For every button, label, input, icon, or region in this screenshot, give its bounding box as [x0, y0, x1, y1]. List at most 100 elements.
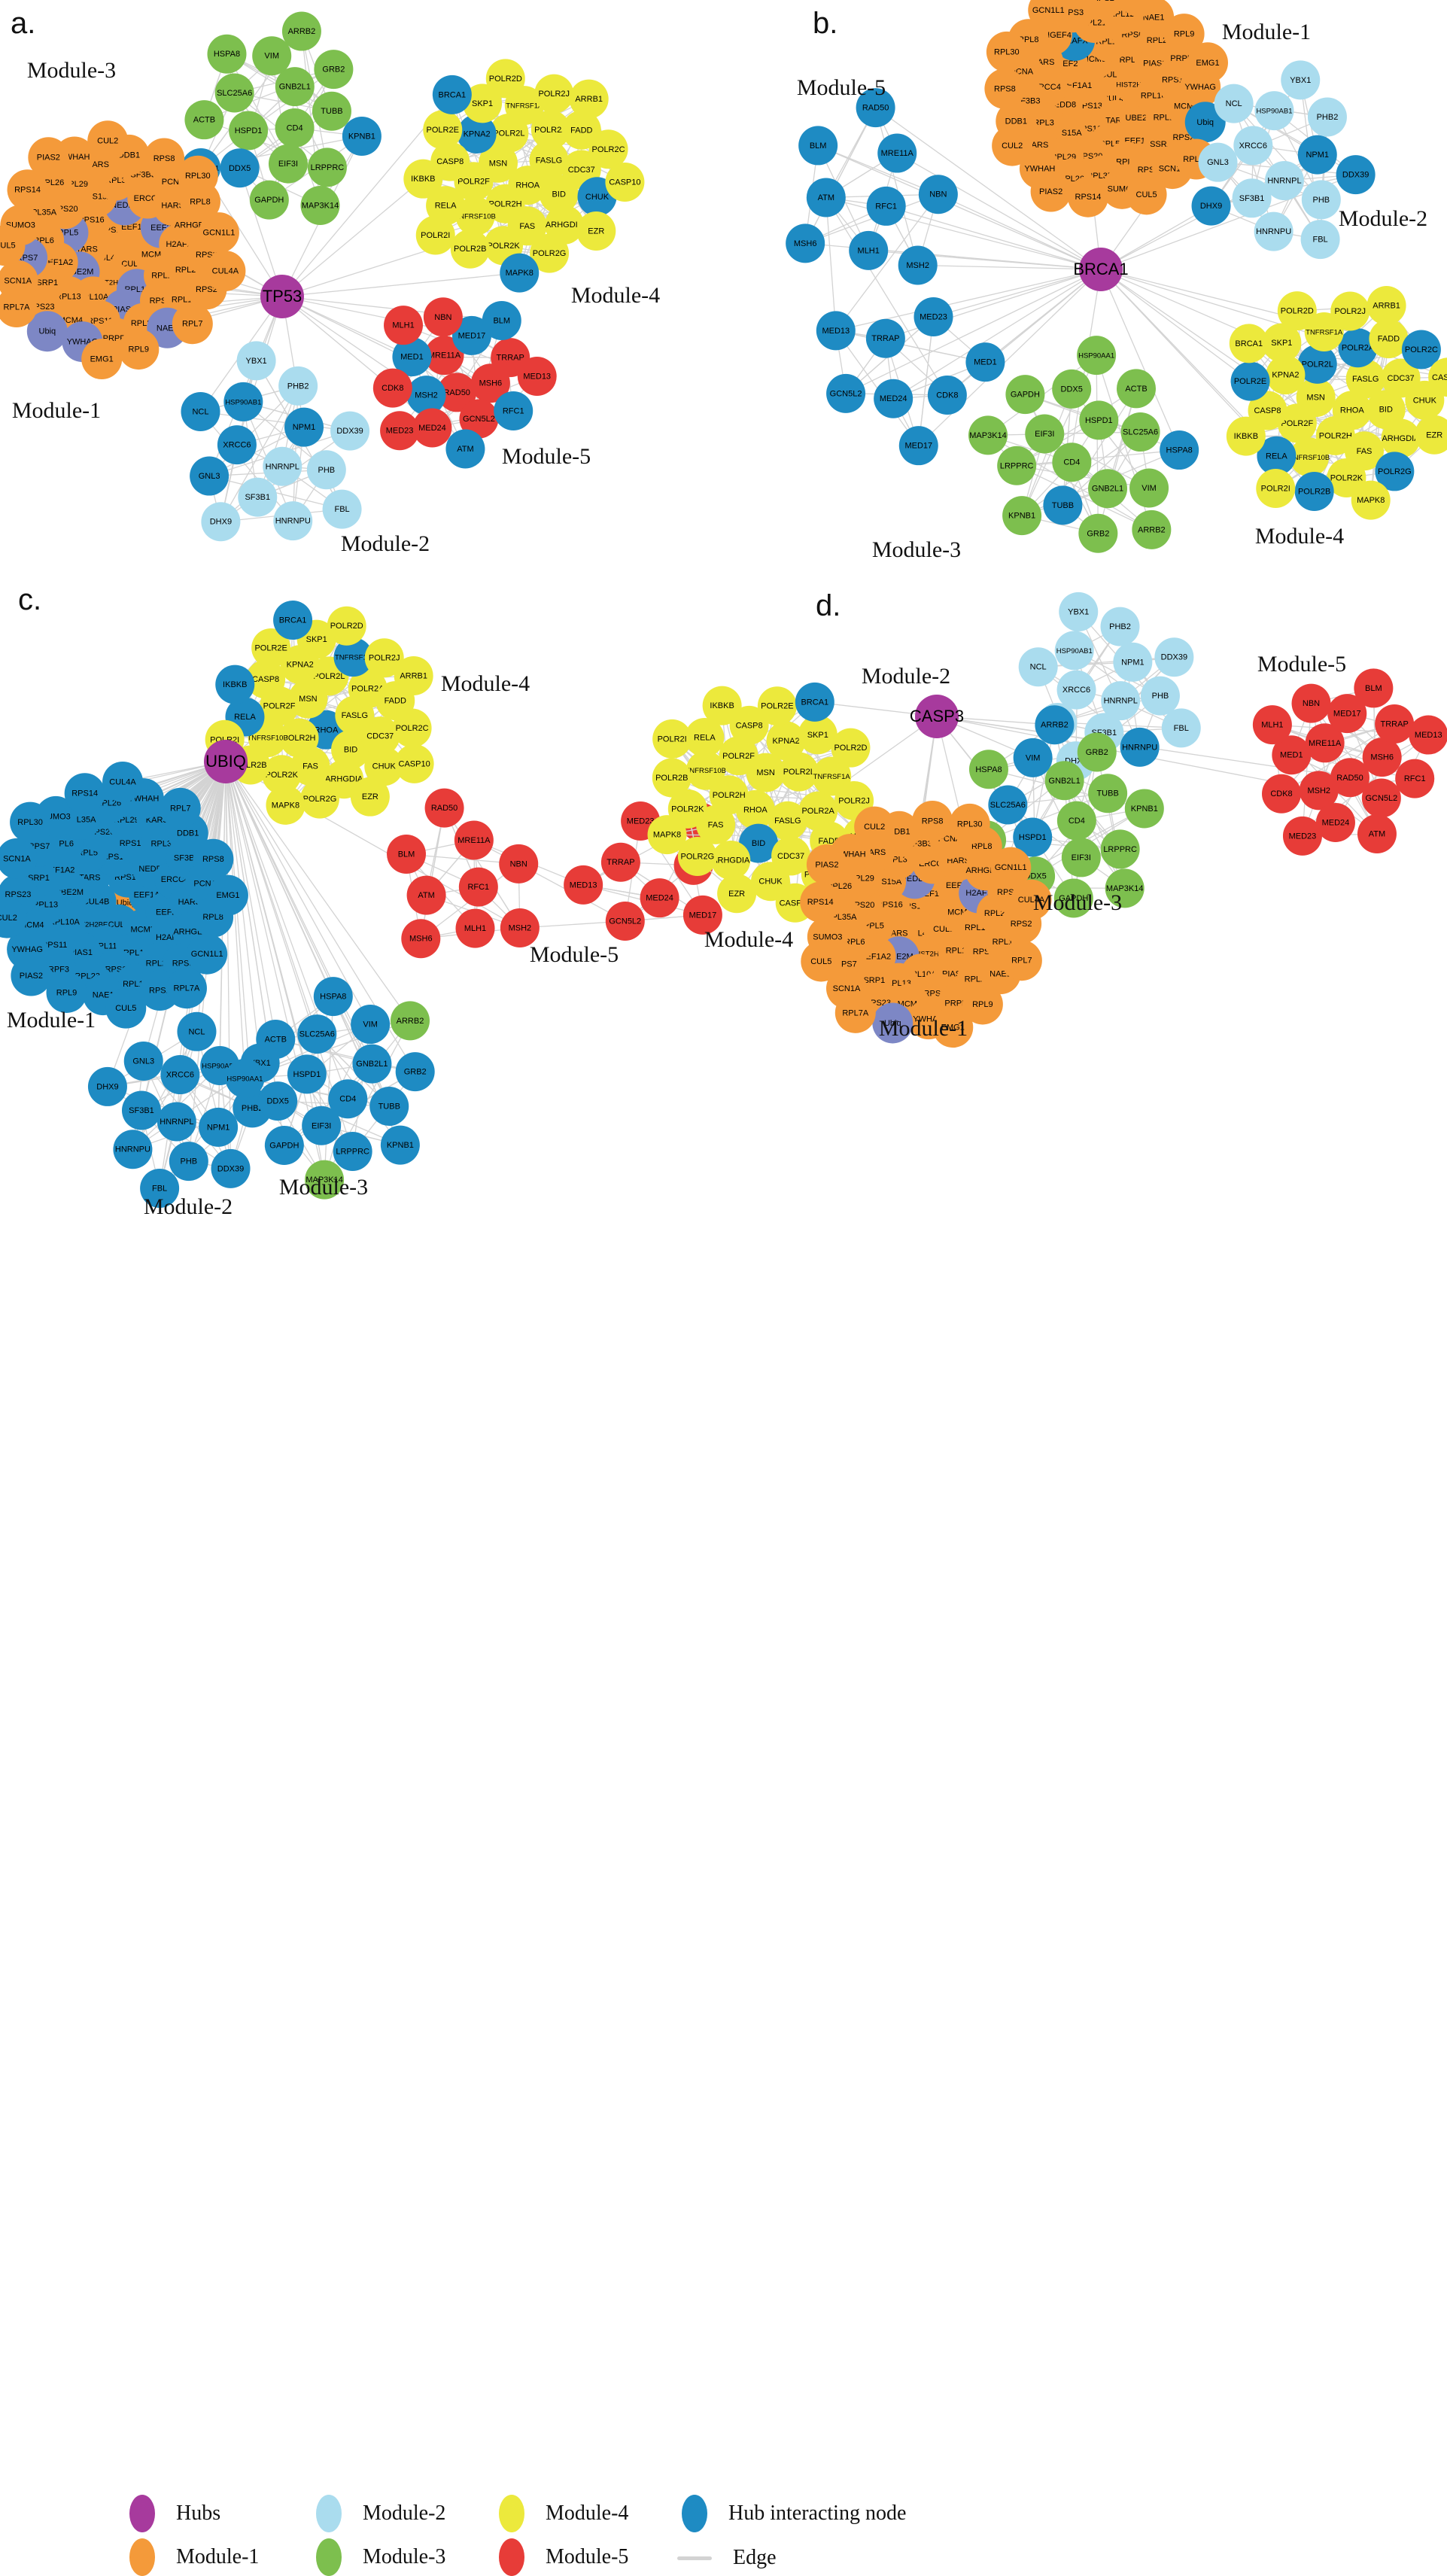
node-nbn[interactable] — [1292, 684, 1331, 723]
node-map3k14[interactable] — [968, 415, 1008, 455]
node-arrb2[interactable] — [1132, 510, 1171, 549]
node-gnb2l1[interactable] — [1088, 469, 1127, 508]
node-emg1[interactable] — [81, 339, 122, 379]
node-brca1[interactable] — [795, 683, 834, 722]
node-fbl[interactable] — [323, 490, 362, 529]
node-gnl3[interactable] — [124, 1042, 163, 1081]
node-gapdh[interactable] — [250, 181, 289, 220]
node-ybx1[interactable] — [1059, 592, 1098, 631]
node-eif3i[interactable] — [302, 1106, 341, 1145]
node-kpnb1[interactable] — [1002, 496, 1041, 535]
node-dhx9[interactable] — [88, 1067, 127, 1106]
node-mapk8[interactable] — [1351, 481, 1391, 520]
node-cd4[interactable] — [275, 108, 315, 148]
node-hnrnpu[interactable] — [273, 501, 312, 540]
node-mapk8[interactable] — [500, 254, 539, 293]
node-blm[interactable] — [798, 126, 837, 165]
node-dhx9[interactable] — [201, 502, 240, 541]
node-brca1[interactable] — [1230, 324, 1269, 363]
node-msh2[interactable] — [407, 376, 446, 415]
node-pias2[interactable] — [1031, 172, 1072, 212]
node-nbn[interactable] — [499, 844, 538, 884]
node-ddx39[interactable] — [330, 412, 369, 451]
node-phb2[interactable] — [278, 366, 318, 406]
node-med13[interactable] — [564, 865, 603, 905]
node-gcn5l2[interactable] — [606, 902, 645, 941]
node-arrb2[interactable] — [282, 12, 321, 51]
node-pias2[interactable] — [807, 844, 847, 885]
node-polr2e[interactable] — [1231, 362, 1270, 401]
node-npm1[interactable] — [199, 1108, 238, 1147]
node-gnl3[interactable] — [190, 457, 229, 496]
node-ybx1[interactable] — [1281, 60, 1320, 99]
node-nbn[interactable] — [919, 175, 958, 214]
node-gnl3[interactable] — [1198, 143, 1237, 182]
node-hspd1[interactable] — [1079, 400, 1118, 439]
node-polr2j[interactable] — [1330, 291, 1369, 330]
node-hspa8[interactable] — [207, 35, 246, 74]
node-hspa8[interactable] — [1160, 430, 1199, 470]
node-rps14[interactable] — [65, 773, 105, 814]
node-casp10[interactable] — [605, 163, 644, 202]
node-cul5[interactable] — [801, 941, 841, 981]
node-xrcc6[interactable] — [1057, 671, 1096, 710]
node-lrpprc[interactable] — [333, 1132, 372, 1171]
node-ikbkb[interactable] — [703, 686, 742, 725]
node-tubb[interactable] — [369, 1087, 409, 1126]
node-emg1[interactable] — [1187, 42, 1228, 83]
node-med23[interactable] — [1283, 817, 1322, 856]
node-phb[interactable] — [1302, 180, 1341, 219]
node-eif3i[interactable] — [1062, 838, 1101, 877]
node-actb[interactable] — [184, 100, 223, 139]
node-pias2[interactable] — [28, 137, 68, 178]
node-polr2b[interactable] — [652, 758, 692, 797]
node-ddx5[interactable] — [258, 1081, 297, 1121]
node-tubb[interactable] — [312, 92, 351, 131]
node-atm[interactable] — [407, 876, 446, 915]
node-hsp90ab1[interactable] — [223, 382, 263, 421]
node-ncl[interactable] — [1019, 647, 1058, 686]
node-atm[interactable] — [1357, 814, 1397, 853]
node-arrb2[interactable] — [1035, 705, 1074, 744]
node-ncl[interactable] — [177, 1012, 216, 1051]
node-sf3b1[interactable] — [238, 478, 277, 517]
node-arrb1[interactable] — [394, 656, 433, 695]
node-polr2b[interactable] — [451, 230, 490, 269]
node-ezr[interactable] — [576, 211, 616, 251]
node-rpl9[interactable] — [118, 329, 159, 370]
node-actb[interactable] — [256, 1020, 295, 1059]
node-rps14[interactable] — [800, 882, 841, 923]
node-phb2[interactable] — [1101, 607, 1140, 646]
node-hnrnpl[interactable] — [263, 447, 302, 486]
node-mlh1[interactable] — [384, 306, 423, 345]
node-kpnb1[interactable] — [381, 1126, 420, 1165]
node-mlh1[interactable] — [849, 231, 888, 270]
node-hspa8[interactable] — [969, 750, 1008, 789]
node-phb2[interactable] — [1308, 97, 1347, 136]
node-rpl7[interactable] — [1002, 940, 1042, 981]
node-grb2[interactable] — [1078, 514, 1117, 553]
node-grb2[interactable] — [396, 1052, 435, 1091]
node-lrpprc[interactable] — [1101, 829, 1140, 868]
node-blm[interactable] — [1354, 668, 1393, 707]
node-med24[interactable] — [874, 379, 913, 418]
node-polr2i[interactable] — [416, 216, 455, 255]
node-arhgdia[interactable] — [1382, 419, 1421, 458]
node-mre11a[interactable] — [454, 820, 494, 859]
node-polr2d[interactable] — [831, 728, 870, 768]
node-med1[interactable] — [965, 342, 1005, 382]
node-polr2j[interactable] — [534, 75, 573, 114]
node-med23[interactable] — [380, 411, 419, 450]
node-cul5[interactable] — [105, 988, 146, 1029]
node-gcn1l1[interactable] — [187, 934, 227, 975]
node-rps14[interactable] — [1068, 177, 1108, 217]
node-rpl7a[interactable] — [166, 968, 207, 1008]
node-cul5[interactable] — [1126, 174, 1167, 214]
node-xrcc6[interactable] — [160, 1055, 199, 1094]
node-polr2i[interactable] — [652, 719, 692, 759]
node-gapdh[interactable] — [1005, 375, 1044, 414]
node-arhgdia[interactable] — [711, 841, 750, 880]
node-cul2[interactable] — [854, 807, 895, 847]
node-hnrnpl[interactable] — [157, 1102, 196, 1141]
node-hspd1[interactable] — [287, 1054, 327, 1093]
